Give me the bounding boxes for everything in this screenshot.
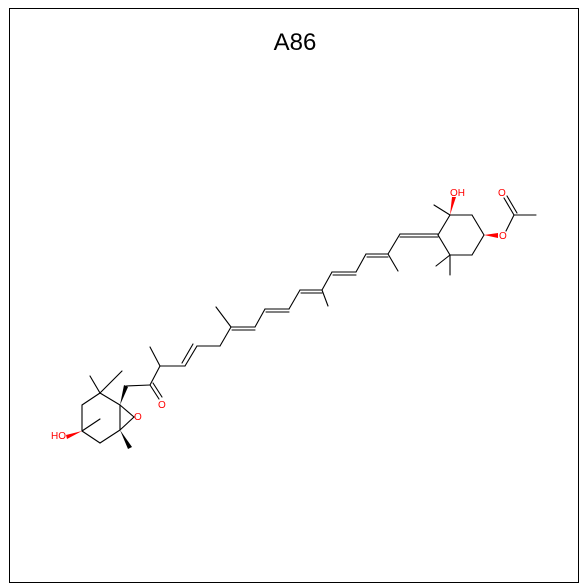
ho-label-left: HO	[51, 431, 66, 442]
oh-label-right: OH	[450, 188, 465, 199]
right-ring	[433, 195, 537, 276]
molecule-structure: HO O O OH O O	[51, 188, 537, 449]
ester-oxygen-label: O	[499, 231, 507, 242]
epoxide-oxygen-label: O	[134, 412, 142, 423]
carbonyl-oxygen-label: O	[498, 188, 506, 199]
ketone-oxygen-label: O	[158, 400, 166, 411]
ketone-link	[120, 365, 163, 405]
figure-frame: A86	[9, 8, 579, 583]
left-ring	[66, 370, 135, 449]
figure-title: A86	[273, 29, 317, 56]
polyene-chain	[149, 233, 439, 367]
